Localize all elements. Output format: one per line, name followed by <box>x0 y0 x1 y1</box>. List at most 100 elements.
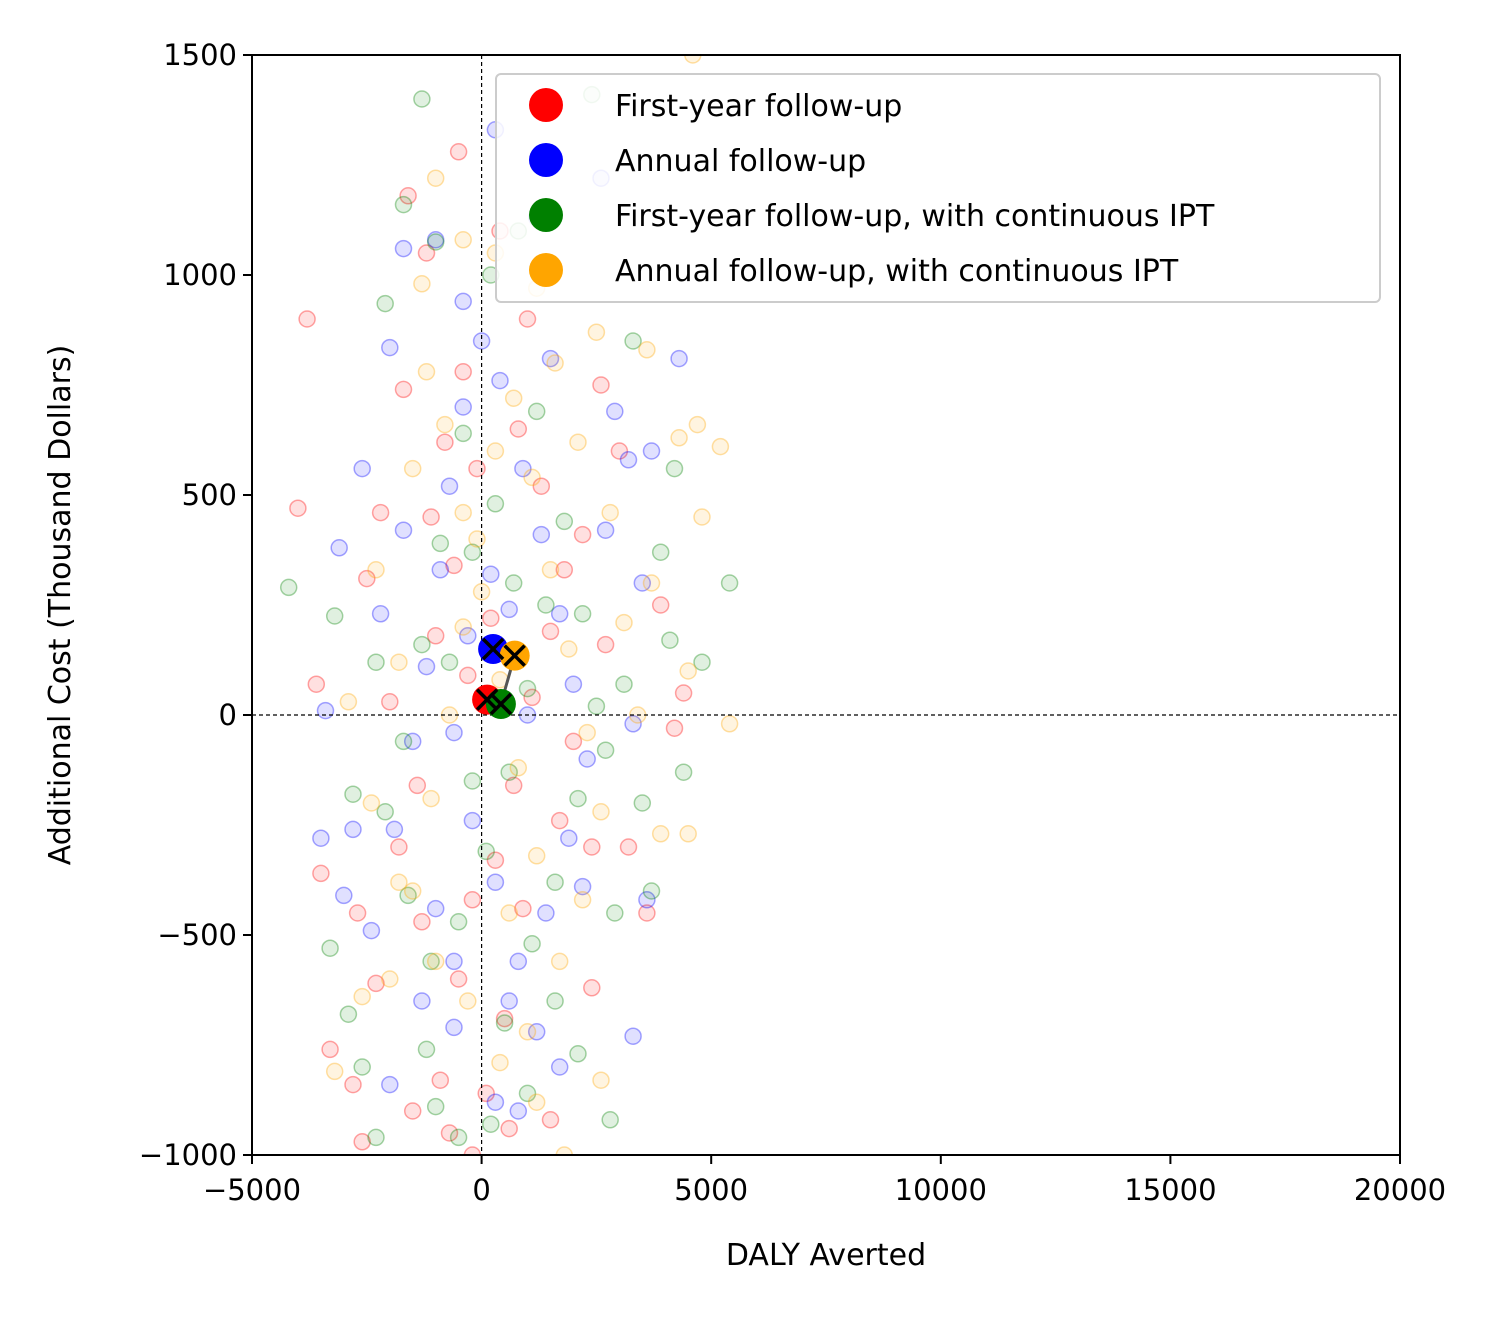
data-point-series-3 <box>367 1128 385 1147</box>
data-point-series-2 <box>541 349 560 368</box>
data-point-series-3 <box>449 1128 468 1147</box>
data-point-series-4 <box>486 442 505 460</box>
data-point-series-1 <box>555 561 574 579</box>
data-point-series-3 <box>661 631 679 649</box>
data-point-series-3 <box>518 1084 537 1103</box>
data-point-series-2 <box>550 605 569 623</box>
data-point-series-2 <box>564 675 583 693</box>
data-point-series-2 <box>486 1093 505 1111</box>
data-point-series-3 <box>463 772 482 790</box>
data-point-series-4 <box>587 323 606 341</box>
data-point-series-1 <box>445 556 463 575</box>
data-point-series-3 <box>339 1005 358 1023</box>
data-point-series-4 <box>500 904 518 922</box>
data-point-series-1 <box>348 904 367 922</box>
data-point-series-3 <box>495 1014 514 1032</box>
data-point-series-3 <box>587 697 606 715</box>
data-point-series-2 <box>619 451 638 469</box>
data-point-series-3 <box>573 605 592 623</box>
y-tick-label: 1000 <box>163 258 237 292</box>
data-point-series-2 <box>371 605 390 623</box>
data-point-series-4 <box>426 169 445 187</box>
data-point-series-3 <box>440 653 459 671</box>
data-point-series-3 <box>426 233 445 251</box>
data-point-series-1 <box>454 363 472 381</box>
legend-box <box>495 73 1381 303</box>
data-point-series-3 <box>353 1058 371 1076</box>
data-point-series-4 <box>390 653 408 671</box>
y-tick-label: −1000 <box>139 1138 237 1172</box>
data-point-series-4 <box>578 723 596 742</box>
data-point-series-2 <box>500 600 518 619</box>
data-point-series-1 <box>504 776 523 795</box>
data-point-series-3 <box>518 679 537 698</box>
data-point-series-3 <box>477 842 495 861</box>
data-point-series-2 <box>670 349 688 368</box>
data-point-series-1 <box>381 693 399 711</box>
reference-lines <box>252 55 1400 1155</box>
data-point-series-1 <box>312 864 330 883</box>
data-point-series-2 <box>445 1018 463 1037</box>
data-point-series-1 <box>399 187 417 205</box>
data-point-series-4 <box>518 1023 537 1041</box>
data-point-series-3 <box>486 495 505 513</box>
data-point-series-2 <box>550 1058 569 1076</box>
data-point-series-4 <box>573 891 592 909</box>
data-point-series-2 <box>330 539 348 557</box>
data-point-series-3 <box>527 402 546 421</box>
data-point-series-4 <box>688 415 707 434</box>
data-point-series-1 <box>353 1133 371 1151</box>
data-point-series-1 <box>573 525 592 544</box>
data-point-series-3 <box>504 574 523 592</box>
data-point-series-4 <box>367 561 385 579</box>
data-point-series-4 <box>711 437 730 456</box>
data-point-series-4 <box>601 503 619 522</box>
data-point-series-3 <box>606 904 624 922</box>
data-point-series-1 <box>518 310 537 328</box>
data-point-series-3 <box>321 939 339 957</box>
data-point-series-3 <box>376 294 394 313</box>
data-point-series-2 <box>426 231 445 249</box>
legend-marker-series-3 <box>529 198 563 232</box>
data-point-series-4 <box>569 433 587 451</box>
data-point-series-4 <box>550 952 569 971</box>
data-point-series-1 <box>426 627 445 645</box>
data-point-series-1 <box>298 310 316 328</box>
x-tick-label: 5000 <box>674 1173 748 1207</box>
data-point-series-4 <box>459 992 477 1010</box>
data-point-series-1 <box>321 1040 339 1059</box>
data-point-series-3 <box>426 1097 445 1116</box>
data-point-series-1 <box>638 904 656 922</box>
data-point-series-3 <box>449 913 468 931</box>
data-point-series-4 <box>454 231 472 249</box>
data-point-series-3 <box>665 459 684 478</box>
data-point-series-3 <box>601 1111 619 1129</box>
data-point-series-2 <box>394 521 413 539</box>
data-point-series-1 <box>431 1071 450 1089</box>
data-point-series-3 <box>463 543 482 561</box>
y-tick-label: 1500 <box>163 38 237 72</box>
x-tick-label: 15000 <box>1124 1173 1216 1207</box>
data-point-series-2 <box>445 952 463 971</box>
cross-stroke <box>489 692 513 716</box>
data-point-series-2 <box>426 899 445 918</box>
data-point-series-2 <box>459 627 477 645</box>
mean-cross-series-1 <box>475 688 499 711</box>
data-point-series-1 <box>422 508 440 526</box>
cross-stroke <box>481 637 505 661</box>
data-point-series-4 <box>560 640 578 658</box>
data-point-series-3 <box>555 512 574 531</box>
mean-cross-series-3 <box>489 692 513 716</box>
data-point-series-1 <box>436 433 454 451</box>
data-point-series-3 <box>651 543 670 561</box>
data-point-series-2 <box>394 239 413 258</box>
x-tick-label: 0 <box>472 1173 490 1207</box>
data-point-series-1 <box>495 1009 514 1028</box>
data-point-series-2 <box>509 1102 528 1120</box>
data-point-series-4 <box>679 825 697 843</box>
data-point-series-2 <box>500 992 518 1010</box>
legend-marker-series-4 <box>529 253 563 287</box>
data-point-series-3 <box>399 886 417 905</box>
